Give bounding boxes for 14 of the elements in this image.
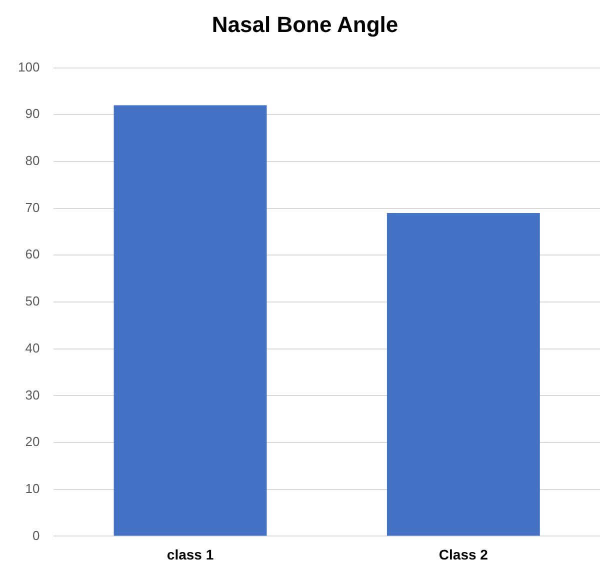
x-tick-label: class 1	[166, 546, 214, 562]
x-tick-label: Class 2	[438, 546, 488, 562]
chart-title: Nasal Bone Angle	[210, 12, 400, 39]
y-tick-label: 30	[25, 387, 40, 402]
y-tick-label: 100	[18, 59, 40, 74]
y-tick-label: 20	[25, 434, 40, 450]
y-tick-label: 40	[25, 340, 40, 356]
y-tick-label: 50	[25, 294, 40, 309]
y-tick-label: 90	[25, 106, 40, 122]
y-tick-label: 60	[25, 246, 40, 262]
y-tick-label: 70	[25, 200, 40, 215]
y-tick-label: 80	[25, 153, 40, 168]
y-tick-label: 10	[25, 480, 40, 496]
y-tick-label: 0	[32, 528, 40, 543]
